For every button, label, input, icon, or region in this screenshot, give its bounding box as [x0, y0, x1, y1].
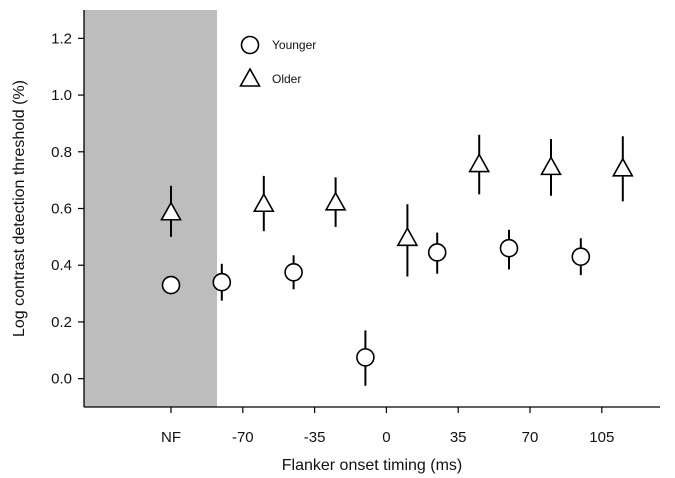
x-tick-label: -70 [232, 429, 254, 446]
data-point [611, 157, 634, 177]
data-point [468, 152, 491, 173]
y-tick-label: 1.0 [51, 87, 72, 104]
data-point [161, 275, 181, 295]
data-point [212, 272, 232, 292]
y-tick-label: 0.4 [51, 257, 72, 274]
data-marks [160, 134, 634, 386]
data-point [284, 263, 303, 282]
data-point [540, 155, 562, 176]
data-point [252, 192, 275, 213]
legend-item-younger: Younger [240, 35, 316, 55]
data-point [356, 348, 375, 367]
y-axis-title: Log contrast detection threshold (%) [11, 80, 28, 337]
y-tick-label: 1.2 [51, 30, 72, 47]
x-tick-label: -35 [304, 429, 326, 446]
y-tick-label: 0.0 [51, 371, 72, 388]
y-axis-ticks: 0.0 0.2 0.4 0.6 0.8 1.0 1.2 [51, 30, 84, 388]
data-point [160, 201, 182, 221]
legend-label: Older [272, 72, 301, 86]
x-tick-label: 35 [450, 429, 467, 446]
x-axis-title: Flanker onset timing (ms) [282, 457, 463, 474]
data-point [324, 191, 347, 211]
data-point [499, 238, 519, 258]
y-tick-label: 0.8 [51, 144, 72, 161]
legend-marker-circle [240, 35, 260, 55]
nf-shaded-region [84, 10, 217, 407]
x-tick-label: 0 [382, 429, 390, 446]
data-point [427, 243, 447, 262]
x-axis-ticks: NF -70 -35 0 35 70 105 [161, 407, 614, 446]
series-younger [161, 229, 591, 386]
series-older [160, 134, 634, 277]
x-tick-label: 70 [522, 429, 539, 446]
legend-label: Younger [272, 38, 316, 52]
data-point [396, 226, 419, 247]
data-point [571, 247, 591, 267]
x-tick-label: 105 [589, 429, 614, 446]
y-tick-label: 0.2 [51, 314, 72, 331]
legend: Younger Older [239, 35, 316, 87]
legend-item-older: Older [239, 67, 301, 87]
legend-marker-triangle [239, 67, 261, 87]
x-tick-label: NF [161, 429, 181, 446]
y-tick-label: 0.6 [51, 201, 72, 218]
